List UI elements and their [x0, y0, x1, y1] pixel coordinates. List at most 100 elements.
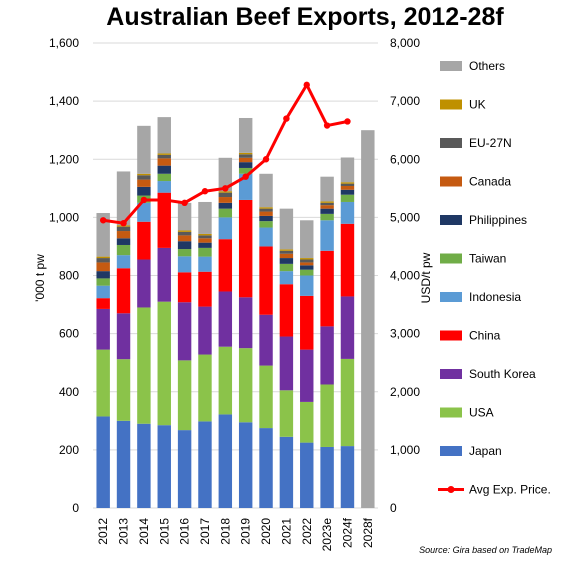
bar-segment: [157, 301, 171, 426]
bar-segment: [361, 130, 375, 508]
bar-segment: [157, 154, 171, 159]
bar-segment: [238, 167, 253, 174]
bar-segment: [320, 250, 334, 327]
bar-segment: [279, 271, 294, 285]
bar-segment: [279, 249, 294, 251]
bar-segment: [300, 401, 314, 443]
bar-segment: [238, 157, 253, 163]
bar-segment: [198, 306, 212, 355]
bar-segment: [96, 349, 110, 417]
bar-segment: [157, 181, 171, 193]
y2-tick-label: 8,000: [390, 36, 420, 50]
y2-tick-label: 7,000: [390, 94, 420, 108]
bar-segment: [218, 217, 233, 240]
legend-label: Taiwan: [469, 252, 506, 266]
x-tick-label: 2020: [259, 518, 273, 545]
legend-swatch: [440, 61, 462, 71]
bar-segment: [96, 256, 110, 259]
bar-segment: [259, 221, 273, 228]
y-tick-label: 800: [59, 269, 79, 283]
bar-segment: [259, 365, 273, 429]
bar-segment: [300, 258, 314, 260]
x-tick-label: 2014: [137, 518, 151, 545]
bar-segment: [177, 202, 192, 231]
bar-segment: [96, 213, 110, 257]
y2-axis-label: USD/t pw: [419, 252, 433, 303]
bar-segment: [300, 442, 314, 508]
bar-segment: [157, 117, 171, 154]
bar-segment: [218, 197, 233, 203]
bar-segment: [320, 205, 334, 209]
bar-segment: [320, 176, 334, 202]
bar-segment: [198, 238, 212, 243]
legend-label: EU-27N: [469, 136, 512, 150]
bar-segment: [116, 238, 131, 245]
x-tick-label: 2017: [198, 518, 212, 545]
bar-segment: [300, 349, 314, 402]
bar-segment: [340, 183, 355, 186]
bar-segment: [157, 158, 171, 166]
bar-segment: [300, 220, 314, 259]
bar-segment: [218, 208, 233, 218]
bar-segment: [177, 302, 192, 361]
x-tick-label: 2021: [279, 518, 293, 545]
bar-segment: [137, 125, 151, 174]
bar-segment: [300, 262, 314, 266]
x-tick-label: 2016: [178, 518, 192, 545]
y2-tick-label: 2,000: [390, 385, 420, 399]
bar-segment: [320, 220, 334, 251]
legend-label: China: [469, 329, 501, 343]
bar-segment: [300, 265, 314, 270]
bar-segment: [259, 314, 273, 366]
bar-segment: [340, 446, 355, 508]
price-point: [262, 156, 270, 163]
bar-segment: [218, 414, 233, 508]
x-tick-label: 2012: [96, 518, 110, 545]
legend-label: USA: [469, 406, 494, 420]
bar-segment: [157, 425, 171, 508]
bar-segment: [279, 208, 294, 250]
y-tick-label: 1,600: [49, 36, 79, 50]
bar-segment: [177, 272, 192, 303]
price-point: [161, 196, 168, 204]
bar-segment: [96, 416, 110, 508]
bar-segment: [340, 201, 355, 224]
bar-segment: [218, 239, 233, 292]
bar-segment: [96, 285, 110, 299]
x-tick-label: 2015: [157, 518, 171, 545]
bar-segment: [116, 231, 131, 239]
legend-label: Philippines: [469, 213, 527, 227]
bar-segment: [238, 162, 253, 168]
legend-swatch: [440, 446, 462, 456]
gridlines: [93, 42, 378, 509]
bar-segment: [279, 284, 294, 337]
bar-segment: [238, 348, 253, 423]
bar-segment: [279, 336, 294, 391]
price-point: [303, 81, 310, 89]
bar-segment: [177, 230, 192, 232]
bar-segment: [198, 247, 212, 257]
price-point: [201, 188, 209, 195]
bar-segment: [198, 242, 212, 248]
bar-segment: [279, 436, 294, 508]
bar-segment: [340, 358, 355, 447]
bar-segment: [198, 271, 212, 307]
bar-segment: [96, 298, 110, 309]
bar-segment: [157, 153, 171, 155]
bar-segment: [279, 258, 294, 264]
bar-segment: [116, 420, 131, 508]
bar-segment: [259, 207, 273, 209]
bar-segment: [340, 185, 355, 190]
bar-segment: [259, 246, 273, 315]
bar-segment: [259, 211, 273, 216]
bar-segment: [279, 250, 294, 254]
bar-segment: [116, 255, 131, 269]
legend-marker: [447, 486, 455, 493]
bar-segment: [320, 213, 334, 221]
legend-label: South Korea: [469, 367, 536, 381]
x-tick-label: 2022: [300, 518, 314, 545]
bar-segment: [116, 244, 131, 256]
y-tick-label: 0: [72, 501, 79, 515]
x-tick-label: 2023e: [320, 518, 334, 552]
bar-segment: [137, 259, 151, 308]
